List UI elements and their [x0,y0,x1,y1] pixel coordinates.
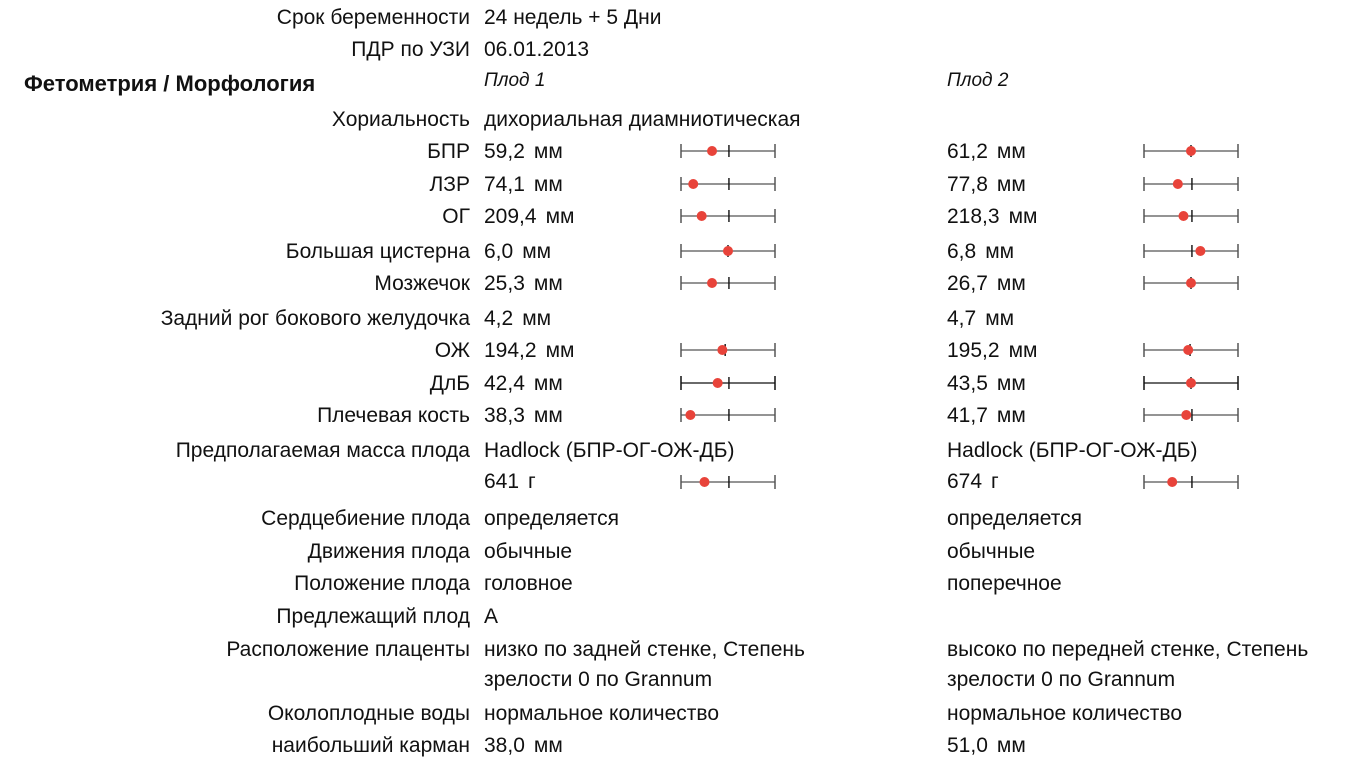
ofd-f2-gauge-marker [1172,179,1183,189]
humerus-f2-value: 41,7 мм [947,404,1026,427]
cerebellum-f2-gauge-marker [1186,278,1196,288]
hc-f2-value: 218,3 мм [947,205,1038,228]
ofd-f1-gauge-marker [688,179,699,189]
placenta-label: Расположение плаценты [226,638,470,661]
humerus-label: Плечевая кость [317,404,470,427]
efw-f2-method: Hadlock (БПР-ОГ-ОЖ-ДБ) [947,439,1198,462]
bpd-f1-value: 59,2 мм [484,140,563,163]
placenta-f2-line1: высоко по передней стенке, Степень [947,638,1309,661]
posterior-horn-f1-value: 4,2 мм [484,307,552,330]
presenting-fetus-f1: A [484,605,499,628]
position-f2: поперечное [947,572,1062,595]
ac-f2-gauge-marker [1183,345,1194,355]
bpd-label: БПР [427,140,470,163]
ofd-f2-value: 77,8 мм [947,173,1026,196]
efw-f1-value: 641 г [484,470,536,493]
bpd-f1-gauge-marker [707,146,718,156]
fl-f1-value: 42,4 мм [484,372,563,395]
fl-f2-value: 43,5 мм [947,372,1026,395]
hc-label: ОГ [442,205,470,228]
efw-f2-gauge [1143,475,1239,489]
heartbeat-f1: определяется [484,507,620,530]
bpd-f2-value: 61,2 мм [947,140,1026,163]
gestational-age-value: 24 недель + 5 Дни [484,6,662,29]
hc-f1-value: 209,4 мм [484,205,575,228]
cerebellum-f1-gauge-marker [707,278,718,288]
ac-f2-gauge [1143,343,1239,357]
chorionicity-value: дихориальная диамниотическая [484,108,801,131]
ac-f2-value: 195,2 мм [947,339,1038,362]
ac-f1-value: 194,2 мм [484,339,575,362]
heartbeat-label: Сердцебиение плода [261,507,470,530]
cerebellum-f1-value: 25,3 мм [484,272,563,295]
amniotic-fluid-label: Околоплодные воды [267,702,470,725]
cisterna-magna-f1-gauge-marker [723,246,733,256]
hc-f1-gauge-marker [696,211,707,221]
efw-f1-gauge-marker [699,477,710,487]
fl-f2-gauge-marker [1186,378,1196,388]
cerebellum-f2-value: 26,7 мм [947,272,1026,295]
humerus-f1-gauge-marker [685,410,696,420]
movements-label: Движения плода [307,540,470,563]
cerebellum-f1-gauge [680,276,776,290]
efw-label: Предполагаемая масса плода [175,439,470,462]
edd-value: 06.01.2013 [484,38,590,61]
edd-label: ПДР по УЗИ [351,38,470,61]
movements-f2: обычные [947,540,1036,563]
largest-pocket-f1: 38,0 мм [484,734,563,757]
posterior-horn-f2-value: 4,7 мм [947,307,1015,330]
cisterna-magna-f1-gauge [680,244,776,258]
cisterna-magna-f2-gauge-marker [1195,246,1206,256]
amniotic-fluid-f1: нормальное количество [484,702,720,725]
movements-f1: обычные [484,540,573,563]
hc-f2-gauge [1143,209,1239,223]
humerus-f2-gauge-marker [1181,410,1192,420]
cerebellum-label: Мозжечок [374,272,470,295]
efw-f1-gauge [680,475,776,489]
position-f1: головное [484,572,573,595]
position-label: Положение плода [294,572,470,595]
cisterna-magna-label: Большая цистерна [285,240,470,263]
fetus-1-header: Плод 1 [484,70,546,91]
cisterna-magna-f2-gauge [1143,244,1239,258]
chorionicity-label: Хориальность [331,108,470,131]
ofd-f2-gauge [1143,177,1239,191]
hc-f2-gauge-marker [1178,211,1189,221]
fl-f2-gauge [1143,376,1239,390]
placenta-f1-line2: зрелости 0 по Grannum [484,668,713,691]
cerebellum-f2-gauge [1143,276,1239,290]
humerus-f1-gauge [680,408,776,422]
humerus-f1-value: 38,3 мм [484,404,563,427]
ofd-label: ЛЗР [429,173,470,196]
efw-f1-method: Hadlock (БПР-ОГ-ОЖ-ДБ) [484,439,735,462]
fl-f1-gauge-marker [712,378,723,388]
ac-f1-gauge [680,343,776,357]
ofd-f1-value: 74,1 мм [484,173,563,196]
gestational-age-label: Срок беременности [276,6,470,29]
presenting-fetus-label: Предлежащий плод [276,605,470,628]
bpd-f2-gauge [1143,144,1239,158]
largest-pocket-label: наибольший карман [271,734,470,757]
humerus-f2-gauge [1143,408,1239,422]
placenta-f1-line1: низко по задней стенке, Степень [484,638,805,661]
fetus-2-header: Плод 2 [947,70,1009,91]
ofd-f1-gauge [680,177,776,191]
ac-label: ОЖ [434,339,470,362]
heartbeat-f2: определяется [947,507,1083,530]
amniotic-fluid-f2: нормальное количество [947,702,1183,725]
fl-label: ДлБ [429,372,470,395]
section-title: Фетометрия / Морфология [24,71,316,96]
largest-pocket-f2: 51,0 мм [947,734,1026,757]
cisterna-magna-f2-value: 6,8 мм [947,240,1015,263]
efw-f2-gauge-marker [1167,477,1178,487]
efw-f2-value: 674 г [947,470,999,493]
placenta-f2-line2: зрелости 0 по Grannum [947,668,1176,691]
cisterna-magna-f1-value: 6,0 мм [484,240,552,263]
posterior-horn-label: Задний рог бокового желудочка [160,307,470,330]
fl-f1-gauge [680,376,776,390]
bpd-f1-gauge [680,144,776,158]
hc-f1-gauge [680,209,776,223]
bpd-f2-gauge-marker [1186,146,1196,156]
ac-f1-gauge-marker [717,345,728,355]
